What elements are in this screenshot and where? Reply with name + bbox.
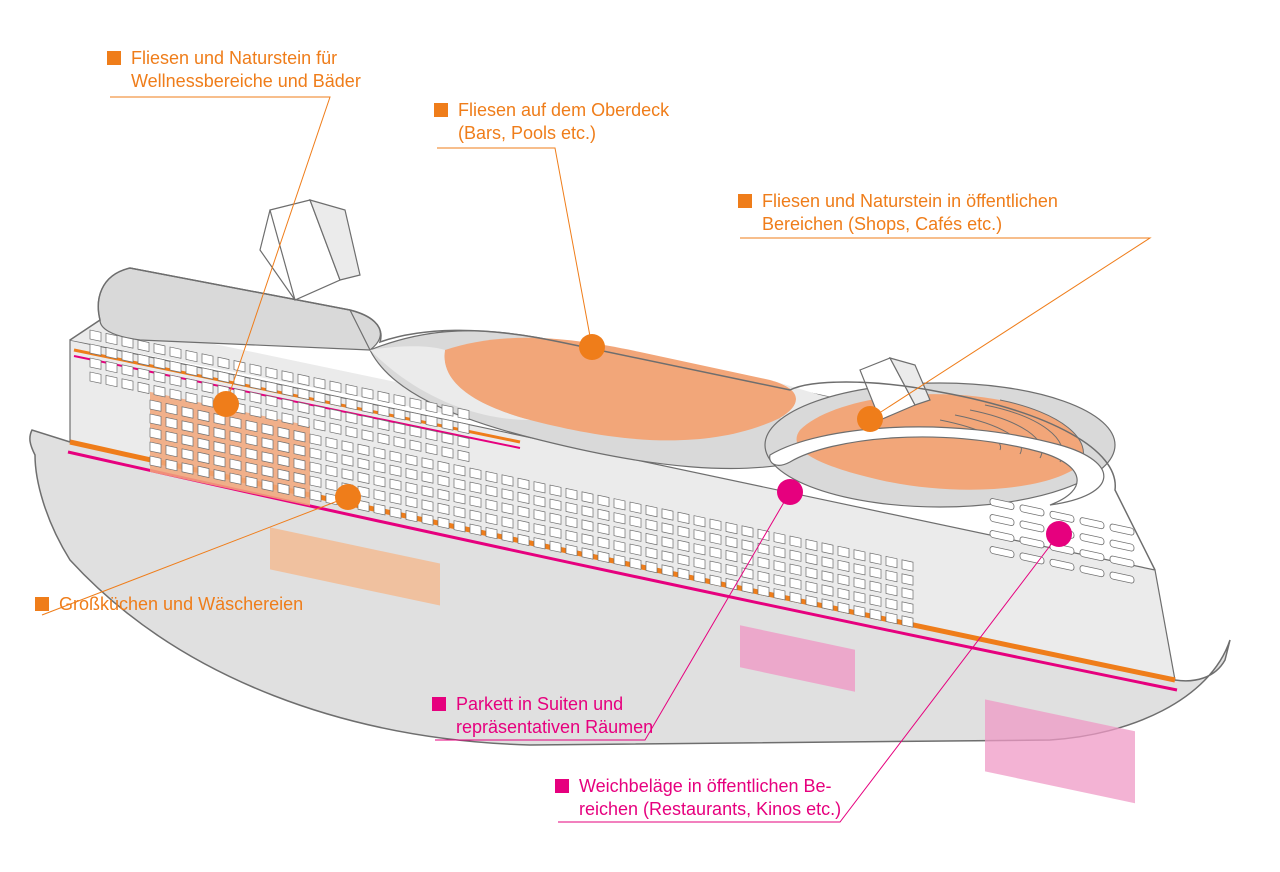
label-line: Parkett in Suiten und: [456, 694, 623, 714]
front-platform: [765, 358, 1115, 507]
label-wellness: Fliesen und Naturstein für Wellnessberei…: [107, 47, 361, 94]
label-line: (Bars, Pools etc.): [458, 123, 596, 143]
label-oberdeck: Fliesen auf dem Oberdeck (Bars, Pools et…: [434, 99, 669, 146]
swatch-icon: [555, 779, 569, 793]
leader-oberdeck: [437, 148, 592, 347]
swatch-icon: [35, 597, 49, 611]
label-kitchens: Großküchen und Wäschereien: [35, 593, 303, 616]
label-weichbelage: Weichbeläge in öffentlichen Be- reichen …: [555, 775, 841, 822]
swatch-icon: [434, 103, 448, 117]
label-line: Wellnessbereiche und Bäder: [131, 71, 361, 91]
label-line: repräsentativen Räumen: [456, 717, 653, 737]
swatch-icon: [107, 51, 121, 65]
swatch-icon: [738, 194, 752, 208]
label-line: Fliesen und Naturstein für: [131, 48, 337, 68]
swatch-icon: [432, 697, 446, 711]
label-parkett: Parkett in Suiten und repräsentativen Rä…: [432, 693, 653, 740]
label-line: Großküchen und Wäschereien: [59, 594, 303, 614]
label-public: Fliesen und Naturstein in öffentlichen B…: [738, 190, 1058, 237]
label-line: Weichbeläge in öffentlichen Be-: [579, 776, 832, 796]
label-line: reichen (Restaurants, Kinos etc.): [579, 799, 841, 819]
rear-mast: [260, 200, 360, 300]
label-line: Bereichen (Shops, Cafés etc.): [762, 214, 1002, 234]
label-line: Fliesen auf dem Oberdeck: [458, 100, 669, 120]
label-line: Fliesen und Naturstein in öffentlichen: [762, 191, 1058, 211]
